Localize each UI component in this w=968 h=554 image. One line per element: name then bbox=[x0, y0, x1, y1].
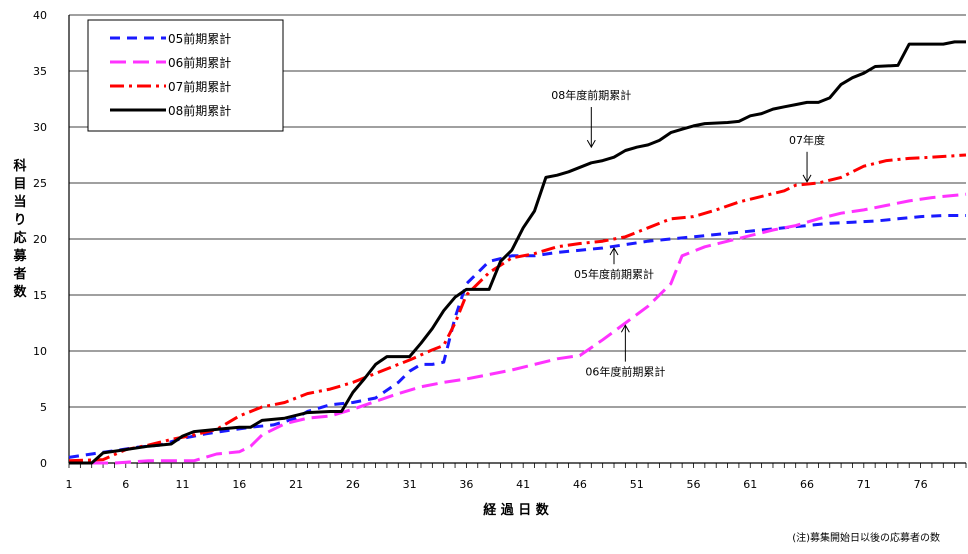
legend-box bbox=[87, 19, 284, 132]
y-tick-label: 0 bbox=[40, 457, 47, 470]
x-tick-label: 6 bbox=[122, 478, 129, 491]
x-tick-label: 26 bbox=[346, 478, 360, 491]
annotation-arrow-head bbox=[802, 174, 812, 183]
annotations: 08年度前期累計 07年度 05年度前期累計 06年度前期累計 bbox=[551, 88, 825, 379]
legend-label: 06前期累計 bbox=[168, 55, 231, 70]
x-tick-labels: 1 6 11 16 21 26 31 36 41 46 51 56 61 66 71 76 bbox=[66, 463, 967, 491]
y-tick-label: 40 bbox=[33, 9, 47, 22]
annotation-label: 07年度 bbox=[789, 133, 825, 147]
legend-label: 07前期累計 bbox=[168, 79, 231, 94]
x-tick-label: 41 bbox=[516, 478, 530, 491]
x-tick-label: 76 bbox=[914, 478, 928, 491]
x-axis-title: 経 過 日 数 bbox=[483, 502, 550, 518]
series-line-07前期累計 bbox=[68, 153, 967, 463]
annotation-arrow-head bbox=[620, 324, 630, 333]
series-line-08前期累計 bbox=[69, 40, 966, 465]
y-tick-label: 10 bbox=[33, 345, 47, 358]
annotation-arrow-head bbox=[609, 246, 619, 256]
x-tick-label: 71 bbox=[857, 478, 871, 491]
x-tick-label: 11 bbox=[176, 478, 190, 491]
legend-label: 08前期累計 bbox=[168, 103, 231, 118]
y-tick-label: 25 bbox=[33, 177, 47, 190]
legend-label: 05前期累計 bbox=[168, 31, 231, 46]
x-tick-label: 21 bbox=[289, 478, 303, 491]
y-axis-title-char: 応 bbox=[13, 230, 26, 246]
series-lines bbox=[68, 40, 967, 465]
y-tick-label: 30 bbox=[33, 121, 47, 134]
annotation-label: 06年度前期累計 bbox=[585, 365, 665, 379]
series-line-06前期累計 bbox=[69, 192, 967, 465]
x-tick-label: 51 bbox=[630, 478, 644, 491]
series-line-05前期累計 bbox=[68, 214, 966, 459]
y-axis-title-char: 当 bbox=[13, 194, 26, 210]
y-tick-labels: 0 5 10 15 20 25 30 35 40 bbox=[33, 9, 47, 470]
x-tick-label: 56 bbox=[686, 478, 700, 491]
x-tick-label: 46 bbox=[573, 478, 587, 491]
x-tick-label: 61 bbox=[743, 478, 757, 491]
annotation-label: 05年度前期累計 bbox=[574, 267, 654, 281]
y-axis-title-char: 目 bbox=[13, 177, 26, 192]
x-tick-label: 66 bbox=[800, 478, 814, 491]
footnote: (注)募集開始日以後の応募者の数 bbox=[792, 531, 940, 544]
y-axis-title-char: 者 bbox=[12, 266, 26, 282]
y-tick-label: 15 bbox=[33, 289, 47, 302]
annotation-arrow-head bbox=[586, 139, 596, 149]
legend: 05前期累計 06前期累計 07前期累計 08前期累計 bbox=[87, 19, 284, 132]
x-tick-label: 36 bbox=[459, 478, 473, 491]
annotation-label: 08年度前期累計 bbox=[551, 88, 631, 102]
x-tick-label: 31 bbox=[403, 478, 417, 491]
y-tick-label: 35 bbox=[33, 65, 47, 78]
x-tick-label: 16 bbox=[232, 478, 246, 491]
y-axis-title-char: り bbox=[13, 213, 26, 228]
y-axis-title-char: 数 bbox=[13, 284, 27, 300]
y-tick-label: 20 bbox=[33, 233, 47, 246]
y-axis-title-char: 募 bbox=[12, 248, 27, 264]
x-tick-label: 1 bbox=[66, 478, 73, 491]
y-axis-title-char: 科 bbox=[13, 158, 26, 174]
y-tick-label: 5 bbox=[40, 401, 47, 414]
